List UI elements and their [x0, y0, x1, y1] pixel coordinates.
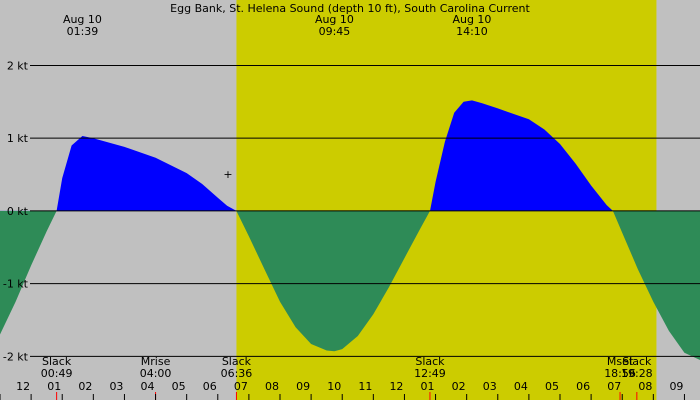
event-name-label: Slack [222, 355, 252, 368]
peak-time-label: 14:10 [456, 25, 488, 38]
event-name-label: Mrise [141, 355, 171, 368]
cursor-marker: + [223, 168, 232, 181]
event-name-label: Mset [607, 355, 634, 368]
hour-tick-label: 06 [203, 380, 217, 393]
hour-tick-label: 12 [16, 380, 30, 393]
event-time-label: 18:56 [604, 367, 636, 380]
peak-time-label: 01:39 [67, 25, 99, 38]
hour-tick-label: 01 [421, 380, 435, 393]
chart-title: Egg Bank, St. Helena Sound (depth 10 ft)… [170, 2, 530, 15]
peak-date-label: Aug 10 [452, 13, 491, 26]
hour-tick-label: 07 [234, 380, 248, 393]
hour-tick-label: 02 [78, 380, 92, 393]
peak-date-label: Aug 10 [315, 13, 354, 26]
hour-tick-label: 05 [172, 380, 186, 393]
y-tick-label: 0 kt [7, 205, 29, 218]
flood-area [0, 100, 700, 211]
y-tick-label: 2 kt [7, 59, 29, 72]
hour-tick-label: 12 [389, 380, 403, 393]
hour-tick-label: 07 [607, 380, 621, 393]
hour-tick-label: 10 [327, 380, 341, 393]
x-axis-hour-ticks: 1112010203040506070809101112010203040506… [0, 380, 685, 400]
event-time-label: 06:36 [221, 367, 253, 380]
hour-tick-label: 06 [576, 380, 590, 393]
hour-tick-label: 04 [141, 380, 155, 393]
ebb-area [0, 210, 700, 360]
hour-tick-label: 02 [452, 380, 466, 393]
y-tick-label: -1 kt [3, 278, 29, 291]
gridlines [30, 64, 700, 357]
hour-tick-label: 05 [545, 380, 559, 393]
event-time-label: 00:49 [41, 367, 73, 380]
hour-tick-label: 09 [296, 380, 310, 393]
peak-date-label: Aug 10 [63, 13, 102, 26]
event-name-label: Slack [622, 355, 652, 368]
y-tick-label: 1 kt [7, 132, 29, 145]
event-name-label: Slack [42, 355, 72, 368]
event-name-label: Slack [415, 355, 445, 368]
hour-tick-label: 09 [669, 380, 683, 393]
y-axis-labels: 2 kt 1 kt 0 kt -1 kt -2 kt [3, 59, 29, 363]
event-time-label: 19:28 [621, 367, 653, 380]
hour-tick-label: 11 [358, 380, 372, 393]
hour-tick-label: 03 [483, 380, 497, 393]
hour-tick-label: 08 [265, 380, 279, 393]
hour-tick-label: 03 [109, 380, 123, 393]
y-tick-label: -2 kt [3, 350, 29, 363]
event-labels: Slack00:49Mrise04:00Slack06:36Slack12:49… [41, 355, 653, 400]
current-areas [0, 100, 700, 360]
event-time-label: 04:00 [140, 367, 172, 380]
hour-tick-label: 04 [514, 380, 528, 393]
hour-tick-label: 08 [638, 380, 652, 393]
event-time-label: 12:49 [414, 367, 446, 380]
peak-time-label: 09:45 [319, 25, 351, 38]
hour-tick-label: 01 [47, 380, 61, 393]
